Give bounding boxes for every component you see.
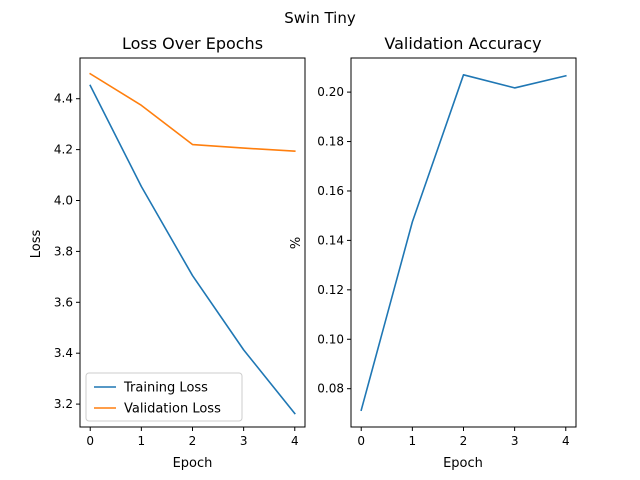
accuracy-y-tick-label: 0.20 (317, 85, 344, 99)
accuracy-series-line (360, 74, 567, 412)
loss-y-tick-label: 3.8 (54, 244, 73, 258)
loss-y-tick-label: 4.2 (54, 143, 73, 157)
accuracy-axes-frame (350, 57, 577, 428)
loss-y-axis-label: Loss (29, 230, 44, 259)
loss-y-tick-label: 3.6 (54, 295, 73, 309)
validation-loss-legend-label: Validation Loss (124, 402, 221, 417)
accuracy-y-tick-label: 0.16 (317, 184, 344, 198)
training-loss-legend-label: Training Loss (123, 381, 208, 396)
loss-y-tick-label: 3.4 (54, 346, 73, 360)
loss-x-tick-label: 1 (138, 434, 146, 448)
loss-y-tick-label: 4.0 (54, 194, 73, 208)
accuracy-x-tick-label: 1 (409, 434, 417, 448)
accuracy-chart-title: Validation Accuracy (384, 34, 541, 53)
training-loss-line (89, 84, 296, 415)
loss-legend: Training Loss Validation Loss (85, 372, 243, 422)
accuracy-y-tick-label: 0.18 (317, 135, 344, 149)
loss-x-axis-label: Epoch (173, 456, 213, 471)
loss-panel: Loss Over Epochs Epoch Loss 0 1 2 3 4 3.2 3.4 3… (29, 34, 306, 471)
accuracy-y-tick-label: 0.10 (317, 332, 344, 346)
accuracy-x-tick-label: 3 (511, 434, 519, 448)
accuracy-x-tick-label: 0 (357, 434, 365, 448)
loss-legend-box (85, 372, 243, 422)
accuracy-x-tick-label: 2 (460, 434, 468, 448)
accuracy-y-axis-label: % (289, 237, 304, 249)
loss-x-tick-label: 3 (240, 434, 248, 448)
loss-x-tick-label: 4 (291, 434, 299, 448)
loss-x-tick-label: 2 (189, 434, 197, 448)
validation-loss-line (89, 72, 296, 152)
accuracy-x-tick-label: 4 (562, 434, 570, 448)
loss-x-tick-label: 0 (86, 434, 94, 448)
loss-y-tick-label: 3.2 (54, 397, 73, 411)
loss-chart-title: Loss Over Epochs (122, 34, 263, 53)
accuracy-y-tick-label: 0.08 (317, 382, 344, 396)
figure-suptitle: Swin Tiny (284, 9, 356, 27)
accuracy-panel: Validation Accuracy Epoch % 0 1 2 3 4 0.08 0.1… (289, 34, 577, 471)
loss-y-tick-label: 4.4 (54, 92, 73, 106)
accuracy-y-tick-label: 0.14 (317, 233, 344, 247)
loss-axes-frame (79, 57, 306, 428)
accuracy-y-tick-label: 0.12 (317, 283, 344, 297)
accuracy-x-axis-label: Epoch (443, 456, 483, 471)
